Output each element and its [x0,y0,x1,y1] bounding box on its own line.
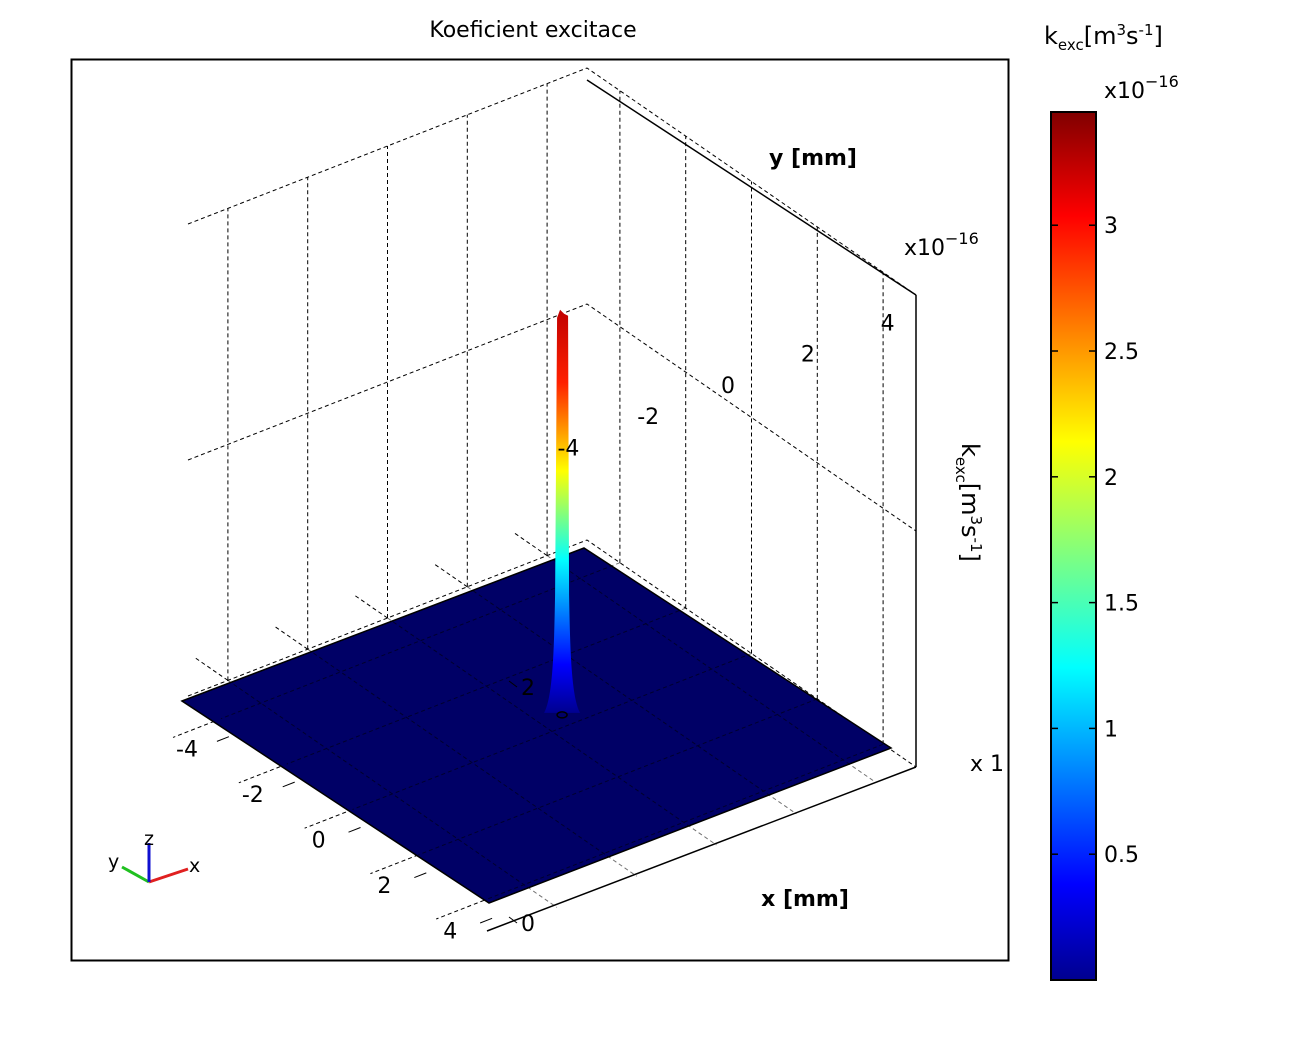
x-tick-label: 0 [312,829,326,854]
grid-line [238,763,287,784]
peak-spike [544,309,581,713]
triad-x-label: x [189,855,200,877]
triad-z-label: z [144,828,154,850]
floor-grid-line [483,743,884,901]
y-tick-label: -4 [557,436,579,461]
x-tick-mark [479,917,493,924]
colorbar-tick-label: 0.5 [1104,843,1139,868]
floor-grid-line [467,586,797,815]
grid-line [187,539,917,768]
y-axis-line [586,79,917,296]
colorbar-multiplier: x10−16 [1104,72,1179,104]
svg-text:kexc[m3s-1]: kexc[m3s-1] [952,443,985,562]
triad-y-axis [121,865,150,884]
x-tick-mark [414,872,427,879]
colorbar-tick-label: 1.5 [1104,592,1139,617]
x-tick-label: -4 [176,738,198,763]
chart-title: Koeficient excitace [429,18,636,43]
y-tick-label: 2 [801,343,815,368]
floor-grid-line [418,698,818,856]
x-axis-label: x [mm] [761,887,849,912]
colorbar-ticks: 3 2.5 2 1.5 1 0.5 [1051,214,1139,868]
colorbar-tick-label: 3 [1104,214,1118,239]
floor-grid-line [387,617,717,846]
surface-floor-grid [220,555,884,908]
x-tick-mark [282,781,295,788]
x-axis-multiplier: x 1 [970,752,1004,777]
grid-line [274,626,308,650]
surface-floor [180,547,893,904]
x-tick-label: 2 [377,874,391,899]
grid-line [304,809,353,829]
triad-x-axis [148,867,189,884]
floor-grid-line [227,679,558,908]
floor-grid-line [286,607,686,765]
x-tick-mark [216,736,230,742]
z-axis-label: kexc[m3s-1] [952,443,985,562]
y-tick-labels: 4 2 0 -2 -4 [557,312,894,462]
axis-lines [486,79,917,932]
floor-grid-line [220,562,621,720]
x-tick-label: -2 [242,783,264,808]
surface-peak [544,309,581,719]
x-axis-line [486,766,917,932]
colorbar-tick-label: 2 [1104,466,1118,491]
grid-line [370,854,419,875]
grid-line [187,67,917,296]
z-tick-mark [508,680,518,688]
y-axis-label: y [mm] [769,146,857,171]
grid-line [513,532,548,557]
floor-grid-line [307,648,637,877]
y-tick-label: -2 [637,405,659,430]
z-axis-multiplier: x10−16 [904,229,979,261]
x-tick-mark [348,827,361,833]
colorbar-label: kexc[m3s-1] [1044,21,1163,54]
y-tick-label: 0 [721,374,735,399]
colorbar-gradient [1050,111,1097,981]
grid-line [194,657,229,681]
z-tick-labels: 02 [508,676,535,937]
grid-line [187,303,917,532]
colorbar-tick-label: 2.5 [1104,340,1139,365]
y-tick-label: 4 [881,312,895,337]
z-tick-label: 2 [521,676,535,701]
x-tick-labels: -4 -2 0 2 4 [176,736,493,944]
peak-base-marker [556,711,568,719]
colorbar: kexc[m3s-1] x10−16 3 2.5 2 1.5 1 0.5 [1044,21,1179,981]
triad-y-label: y [108,851,119,873]
axes-frame [70,58,1010,962]
z-tick-label: 0 [521,912,535,937]
floor-grid-line [546,555,877,784]
grid-line [434,563,468,588]
grid-line [436,899,485,920]
floor-grid-line [352,653,752,810]
colorbar-tick-label: 1 [1104,717,1118,742]
z-tick-mark [508,916,518,924]
x-tick-label: 4 [443,919,457,944]
grid-line [354,594,388,619]
orientation-triad: x y z [108,828,200,884]
